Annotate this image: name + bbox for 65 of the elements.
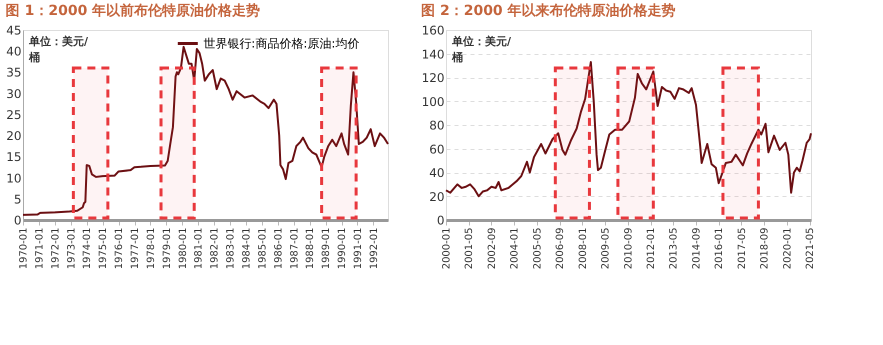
x-tick-label: 1985-01 <box>257 228 268 270</box>
x-tick-label: 1972-01 <box>50 228 62 270</box>
x-tick-label: 1980-01 <box>178 228 189 270</box>
x-tick-label: 1977-01 <box>130 228 142 270</box>
x-tick-label: 1979-01 <box>162 228 173 270</box>
x-tick-label: 2009-05 <box>600 228 612 270</box>
x-tick-label: 1986-01 <box>273 228 284 270</box>
x-tick-label: 2004-01 <box>510 228 521 270</box>
chart-title: 图 2：2000 年以来布伦特原油价格走势 <box>421 3 676 19</box>
y-tick-label: 0 <box>14 214 22 228</box>
x-tick-label: 1982-01 <box>210 228 221 270</box>
x-tick-label: 2008-01 <box>578 228 589 270</box>
x-tick-label: 2014-09 <box>691 228 702 270</box>
x-tick-label: 1971-01 <box>34 228 46 270</box>
y-tick-label: 15 <box>6 150 22 164</box>
x-tick-label: 2001-05 <box>464 228 476 270</box>
x-tick-label: 1981-01 <box>194 228 205 270</box>
y-axis-title: 单位：美元/桶 <box>451 35 512 64</box>
x-tick-label: 1983-01 <box>226 228 237 270</box>
x-tick-label: 1990-01 <box>337 228 348 270</box>
chart-title: 图 1：2000 年以前布伦特原油价格走势 <box>6 3 260 19</box>
x-tick-label: 2018-09 <box>760 228 771 270</box>
x-tick-label: 2012-01 <box>646 228 658 270</box>
y-tick-label: 160 <box>422 24 444 38</box>
x-tick-label: 1988-01 <box>305 228 316 270</box>
y-tick-label: 20 <box>429 190 444 204</box>
y-axis-title: 单位：美元/桶 <box>28 35 89 64</box>
x-tick-label: 1974-01 <box>82 228 94 270</box>
x-tick-label: 2000-01 <box>442 228 452 270</box>
x-tick-label: 2021-05 <box>805 228 816 270</box>
y-tick-label: 10 <box>6 171 22 186</box>
x-tick-label: 1978-01 <box>146 228 157 270</box>
x-tick-label: 1973-01 <box>66 228 78 270</box>
x-tick-label: 2006-09 <box>555 228 566 270</box>
y-tick-label: 60 <box>429 142 444 156</box>
x-tick-label: 1975-01 <box>98 228 110 270</box>
x-tick-label: 1987-01 <box>289 228 300 270</box>
y-tick-label: 35 <box>6 66 22 80</box>
legend-label: 世界银行:商品价格:原油:均价 <box>203 36 360 50</box>
y-tick-label: 100 <box>422 94 444 109</box>
y-tick-label: 25 <box>6 108 22 122</box>
x-tick-label: 2005-05 <box>532 228 544 270</box>
y-tick-label: 0 <box>436 214 444 228</box>
y-tick-label: 30 <box>6 86 22 101</box>
line-series <box>445 61 812 198</box>
y-tick-label: 120 <box>422 71 444 85</box>
x-tick-label: 2013-05 <box>668 228 680 270</box>
x-tick-label: 1984-01 <box>241 228 252 270</box>
x-tick-label: 2010-09 <box>623 228 634 270</box>
y-tick-label: 40 <box>429 166 444 180</box>
y-tick-label: 20 <box>6 129 22 144</box>
y-tick-label: 140 <box>422 47 444 62</box>
x-tick-label: 1991-01 <box>352 228 364 270</box>
x-tick-label: 2017-05 <box>736 228 748 270</box>
x-tick-label: 1992-01 <box>368 228 380 270</box>
y-tick-label: 45 <box>6 24 22 38</box>
y-tick-label: 5 <box>14 192 22 206</box>
x-tick-label: 2002-09 <box>486 228 498 270</box>
x-tick-label: 1976-01 <box>114 228 126 270</box>
y-tick-label: 80 <box>429 118 444 132</box>
x-tick-label: 2016-01 <box>714 228 726 270</box>
x-tick-label: 1970-01 <box>18 228 30 270</box>
y-tick-label: 40 <box>6 44 22 59</box>
x-tick-label: 1989-01 <box>321 228 332 270</box>
x-tick-label: 2020-01 <box>782 228 794 270</box>
